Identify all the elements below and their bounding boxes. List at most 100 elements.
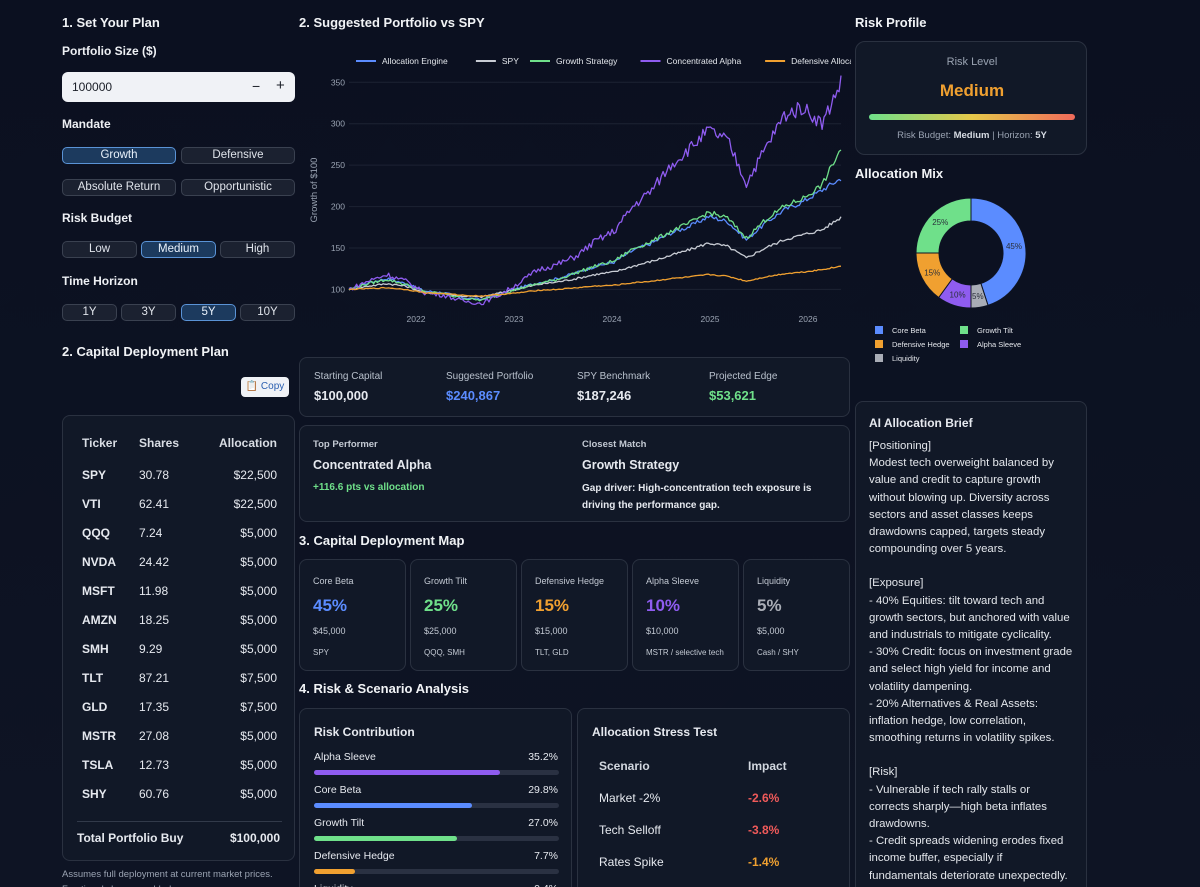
horizon-1y-button[interactable]: 1Y — [62, 304, 117, 321]
stress-impact: -3.8% — [748, 823, 780, 837]
table-row: NVDA 24.42 $5,000 — [63, 547, 296, 576]
legend-item: SPY — [475, 56, 519, 66]
risk-budget-prefix: Risk Budget: — [897, 130, 954, 141]
mandate-opportunistic-button[interactable]: Opportunistic — [181, 179, 295, 196]
portfolio-size-label: Portfolio Size ($) — [62, 44, 157, 58]
risk-item-bar — [314, 770, 559, 775]
stress-test-card: Allocation Stress Test Scenario Impact M… — [577, 708, 850, 887]
legend-swatch — [875, 340, 883, 348]
ai-brief-body: [Positioning] Modest tech overweight bala… — [869, 438, 1073, 887]
donut-slice-label: 10% — [950, 290, 966, 299]
ticker-cell: NVDA — [82, 555, 117, 569]
shares-cell: 30.78 — [139, 468, 170, 482]
map-card: Growth Tilt 25% $25,000 QQQ, SMH — [410, 559, 517, 671]
horizon-3y-button[interactable]: 3Y — [121, 304, 176, 321]
risk-budget-value: Medium — [953, 130, 990, 141]
risk-item-value: 35.2% — [528, 751, 558, 763]
allocation-cell: $5,000 — [240, 613, 277, 627]
divider — [77, 821, 282, 822]
metric-suggested-label: Suggested Portfolio — [446, 371, 534, 382]
increment-button[interactable]: + — [276, 77, 285, 94]
allocation-mix-title: Allocation Mix — [855, 166, 944, 181]
risk-item-bar — [314, 869, 559, 874]
stress-scenario: Tech Selloff — [599, 823, 661, 837]
mandate-defensive-button[interactable]: Defensive — [181, 147, 295, 164]
allocation-cell: $7,500 — [240, 671, 277, 685]
metric-spy-value: $187,246 — [577, 388, 632, 403]
allocation-cell: $22,500 — [233, 468, 277, 482]
shares-cell: 27.08 — [139, 729, 170, 743]
metric-suggested-value: $240,867 — [446, 388, 501, 403]
shares-cell: 9.29 — [139, 642, 163, 656]
map-card-tickers: QQQ, SMH — [424, 648, 465, 657]
allocation-cell: $5,000 — [240, 584, 277, 598]
risk-item-value: 29.8% — [528, 784, 558, 796]
legend-item: Allocation Engine — [356, 56, 448, 66]
header-allocation: Allocation — [218, 436, 277, 450]
copy-button[interactable]: 📋 Copy — [241, 377, 289, 397]
shares-cell: 12.73 — [139, 758, 170, 772]
brief-paragraph: [Risk] — [869, 766, 898, 779]
ticker-cell: TSLA — [82, 758, 114, 772]
y-tick-label: 250 — [331, 160, 345, 170]
risk-item-bar — [314, 803, 559, 808]
ticker-cell: GLD — [82, 700, 108, 714]
brief-paragraph: [Positioning] — [869, 440, 932, 452]
performer-card: Top Performer Concentrated Alpha +116.6 … — [299, 425, 850, 522]
ticker-cell: MSFT — [82, 584, 115, 598]
map-card-amount: $45,000 — [313, 626, 346, 636]
mandate-growth-button[interactable]: Growth — [62, 147, 176, 164]
closest-match-name: Growth Strategy — [582, 458, 680, 472]
horizon-5y-button[interactable]: 5Y — [181, 304, 236, 321]
horizon-10y-button[interactable]: 10Y — [240, 304, 295, 321]
map-card-tickers: MSTR / selective tech — [646, 648, 724, 657]
shares-cell: 18.25 — [139, 613, 170, 627]
map-card-label: Defensive Hedge — [535, 576, 605, 586]
map-card-tickers: SPY — [313, 648, 330, 657]
ticker-cell: AMZN — [82, 613, 117, 627]
metric-edge-label: Projected Edge — [709, 371, 778, 382]
risk-medium-button[interactable]: Medium — [141, 241, 216, 258]
map-card-percent: 15% — [535, 596, 570, 615]
x-tick-label: 2026 — [799, 314, 818, 324]
shares-cell: 7.24 — [139, 526, 163, 540]
stress-header-impact: Impact — [748, 759, 787, 773]
y-tick-label: 350 — [331, 77, 345, 87]
x-tick-label: 2022 — [407, 314, 426, 324]
legend-label: Defensive Hedge — [892, 340, 950, 349]
stress-header-scenario: Scenario — [599, 759, 650, 773]
portfolio-size-input[interactable]: 100000 − + — [62, 72, 295, 102]
stress-impact: -2.6% — [748, 791, 780, 805]
y-tick-label: 300 — [331, 119, 345, 129]
risk-high-button[interactable]: High — [220, 241, 295, 258]
table-row: GLD 17.35 $7,500 — [63, 692, 296, 721]
risk-item-value: 0.4% — [534, 883, 558, 887]
ticker-cell: SPY — [82, 468, 107, 482]
allocation-cell: $5,000 — [240, 642, 277, 656]
legend-label: Allocation Engine — [382, 56, 448, 66]
legend-swatch — [875, 354, 883, 362]
legend-label: Alpha Sleeve — [977, 340, 1021, 349]
ai-brief-card: AI Allocation Brief [Positioning] Modest … — [855, 401, 1087, 887]
risk-low-button[interactable]: Low — [62, 241, 137, 258]
brief-paragraph: - 20% Alternatives & Real Assets: inflat… — [869, 697, 1055, 745]
brief-paragraph — [869, 558, 1073, 575]
shares-cell: 62.41 — [139, 497, 170, 511]
legend-swatch — [960, 326, 968, 334]
legend-label: Core Beta — [892, 326, 927, 335]
ai-brief-title: AI Allocation Brief — [869, 416, 973, 430]
donut-slice-label: 15% — [924, 269, 940, 278]
brief-paragraph — [869, 747, 1073, 764]
brief-paragraph: - 40% Equities: tilt toward tech and gro… — [869, 594, 1070, 642]
stress-impact: -1.4% — [748, 855, 780, 869]
mandate-absolute-return-button[interactable]: Absolute Return — [62, 179, 176, 196]
decrement-button[interactable]: − — [252, 78, 261, 94]
map-card-tickers: Cash / SHY — [757, 648, 799, 657]
total-value: $100,000 — [229, 831, 280, 845]
map-card-label: Liquidity — [757, 576, 791, 586]
risk-item-label: Alpha Sleeve — [314, 751, 376, 763]
table-row: MSTR 27.08 $5,000 — [63, 721, 296, 750]
risk-item-bar-fill — [314, 770, 501, 775]
top-performer-label: Top Performer — [313, 439, 378, 450]
risk-contribution-title: Risk Contribution — [314, 725, 415, 739]
